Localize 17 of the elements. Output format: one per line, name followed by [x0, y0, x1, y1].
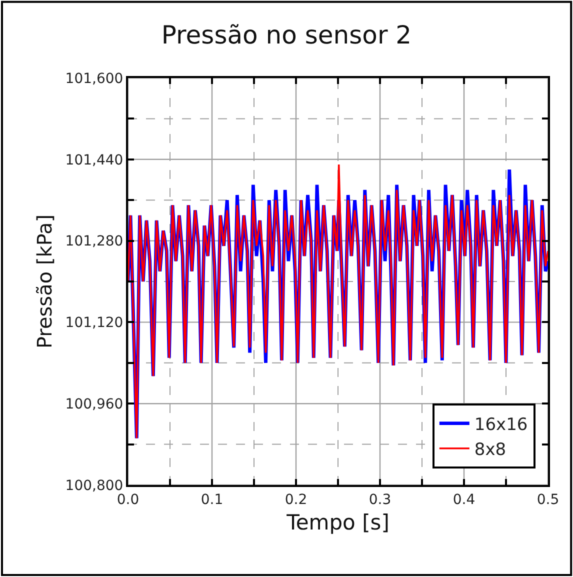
- y-tick-label: 101,600: [65, 70, 124, 87]
- x-tick-label: 0.5: [536, 492, 560, 508]
- y-tick-label: 100,960: [65, 396, 124, 412]
- y-tick-label: 101,120: [65, 315, 124, 332]
- legend-label: 8x8: [474, 440, 506, 460]
- x-tick-label: 0.3: [368, 492, 392, 508]
- legend-label: 16x16: [474, 414, 528, 435]
- x-tick-label: 0.4: [452, 492, 476, 508]
- x-tick-label: 0.1: [200, 492, 224, 508]
- y-tick-label: 101,280: [65, 234, 124, 250]
- y-tick-label: 101,440: [65, 152, 124, 168]
- x-tick-label: 0.2: [284, 492, 308, 508]
- y-tick-label: 100,800: [65, 478, 124, 494]
- chart-title: Pressão no sensor 2: [161, 20, 412, 50]
- y-axis-title: Pressão [kPa]: [32, 214, 56, 349]
- x-tick-label: 0.0: [116, 492, 140, 508]
- x-axis-title: Tempo [s]: [286, 510, 390, 534]
